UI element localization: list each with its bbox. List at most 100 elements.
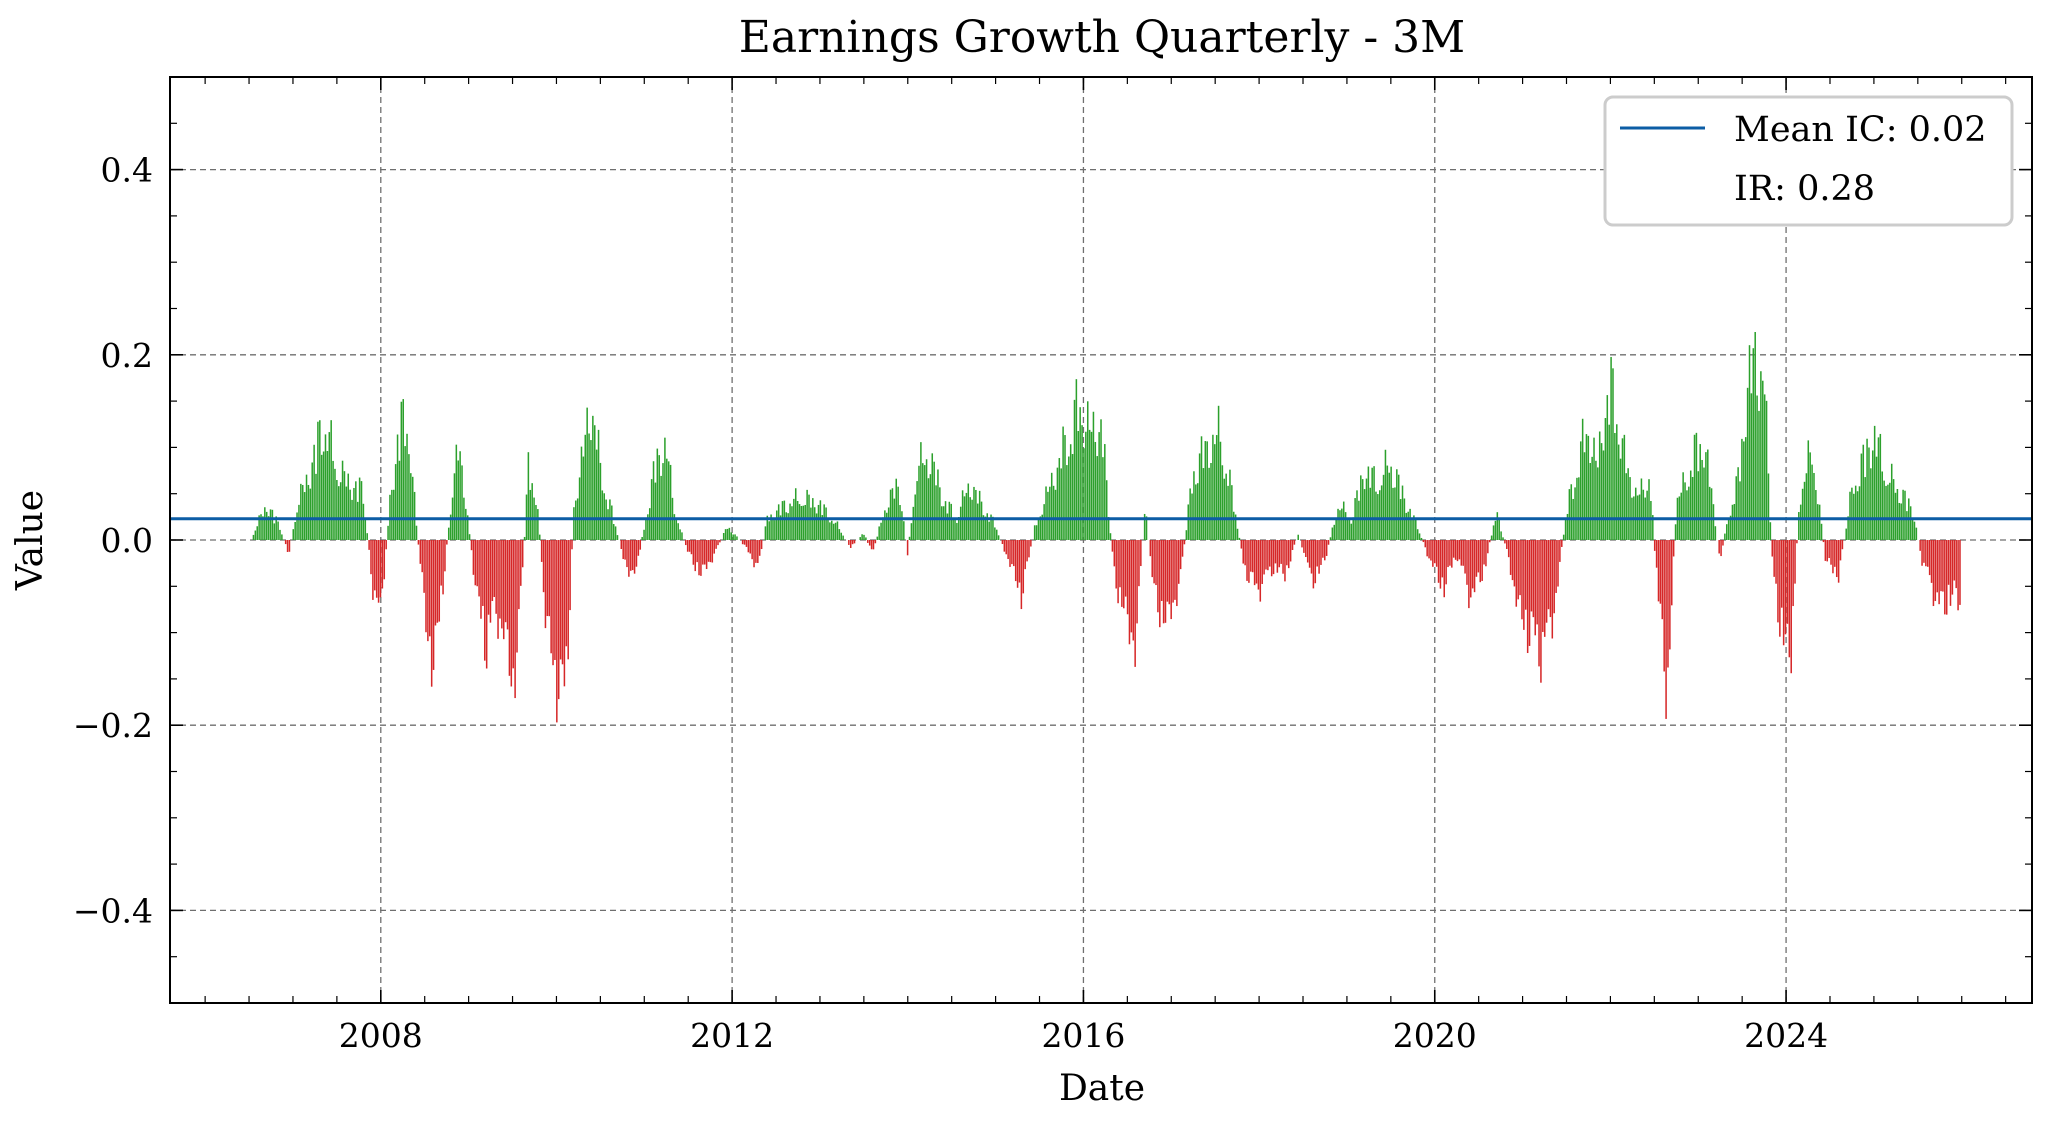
ic-bar bbox=[1547, 540, 1550, 610]
ic-bar bbox=[584, 434, 587, 540]
ic-bar bbox=[256, 526, 258, 540]
ic-bar bbox=[1926, 540, 1929, 567]
ic-bar bbox=[1200, 436, 1203, 540]
ic-bar bbox=[715, 540, 717, 549]
ic-bar bbox=[1509, 540, 1512, 575]
ic-bar bbox=[1316, 540, 1318, 567]
ic-bar bbox=[402, 399, 404, 540]
ic-bar bbox=[1236, 528, 1239, 540]
ic-bar bbox=[1593, 437, 1595, 540]
ic-bar bbox=[1672, 540, 1675, 557]
ic-bar bbox=[1612, 368, 1614, 540]
ic-bar bbox=[502, 540, 505, 640]
ic-bar bbox=[1293, 540, 1296, 545]
ic-bar bbox=[485, 540, 488, 669]
ic-bar bbox=[1026, 540, 1028, 562]
ic-bar bbox=[601, 490, 604, 540]
ic-bar bbox=[408, 454, 410, 540]
ic-bar bbox=[990, 514, 992, 540]
ic-bar bbox=[1397, 474, 1400, 540]
ic-bar bbox=[550, 540, 552, 654]
ic-bar bbox=[1178, 540, 1180, 584]
ic-bar bbox=[1695, 432, 1698, 540]
ic-bar bbox=[1350, 523, 1353, 540]
ic-bar bbox=[1481, 540, 1483, 581]
ic-bar bbox=[1758, 410, 1760, 540]
ic-bar bbox=[300, 483, 302, 540]
ic-bar bbox=[415, 525, 418, 540]
ic-bar bbox=[1470, 540, 1472, 598]
ic-bar bbox=[1250, 540, 1252, 572]
ic-bar bbox=[1906, 511, 1908, 540]
ic-bar bbox=[707, 540, 710, 562]
ic-bar bbox=[1629, 477, 1631, 540]
ic-bar bbox=[1196, 483, 1199, 540]
ic-bar bbox=[766, 515, 769, 540]
ic-bar bbox=[510, 540, 513, 687]
ic-bar bbox=[1528, 540, 1531, 646]
ic-bar bbox=[567, 540, 569, 660]
ic-bar bbox=[948, 501, 951, 540]
ic-bar bbox=[1069, 444, 1072, 540]
ic-bar bbox=[1176, 540, 1178, 607]
ic-bar bbox=[1663, 540, 1665, 672]
ic-bar bbox=[734, 534, 736, 540]
ic-bar bbox=[1325, 540, 1328, 556]
ic-bar bbox=[639, 540, 642, 550]
ic-bar bbox=[1608, 424, 1610, 540]
ic-bar bbox=[838, 529, 841, 540]
bars bbox=[252, 332, 1961, 723]
ic-bar bbox=[935, 485, 937, 540]
ic-bar bbox=[982, 515, 985, 540]
ic-bar bbox=[796, 501, 799, 540]
ic-bar bbox=[1202, 468, 1205, 540]
ic-bar bbox=[673, 514, 676, 540]
ic-bar bbox=[1255, 540, 1258, 584]
ic-bar bbox=[1767, 473, 1770, 540]
ic-bar bbox=[787, 513, 789, 540]
ic-bar bbox=[1853, 493, 1855, 540]
ic-bar bbox=[1568, 489, 1571, 540]
ic-bar bbox=[410, 473, 412, 540]
ic-bar bbox=[269, 509, 272, 540]
ic-bar bbox=[728, 527, 731, 540]
ic-bar bbox=[798, 504, 801, 540]
ic-bar bbox=[1016, 540, 1019, 588]
ic-bar bbox=[806, 489, 808, 540]
ic-bar bbox=[1210, 463, 1212, 540]
ic-bar bbox=[1837, 540, 1840, 583]
ic-bar bbox=[1868, 447, 1870, 540]
ic-bar bbox=[1143, 513, 1146, 540]
ic-bar bbox=[1889, 482, 1891, 540]
ic-bar bbox=[535, 504, 537, 540]
ic-bar bbox=[539, 534, 541, 540]
ic-bar bbox=[942, 506, 945, 540]
ic-bar bbox=[1475, 540, 1478, 577]
ic-bar bbox=[1743, 441, 1745, 540]
ic-bar bbox=[868, 540, 871, 546]
ic-bar bbox=[832, 523, 835, 540]
ic-bar bbox=[1754, 332, 1756, 540]
ic-bar bbox=[1786, 540, 1789, 624]
ic-bar bbox=[929, 474, 932, 540]
ic-bar bbox=[1674, 524, 1677, 540]
ic-bar bbox=[895, 478, 897, 540]
ic-bar bbox=[417, 540, 420, 545]
ic-bar bbox=[865, 537, 867, 540]
ic-bar bbox=[438, 540, 441, 622]
ic-bar bbox=[480, 540, 482, 619]
ic-bar bbox=[1710, 488, 1713, 540]
ic-bar bbox=[557, 540, 560, 700]
ic-bar bbox=[436, 540, 439, 623]
ic-bar bbox=[1604, 418, 1607, 540]
ic-bar bbox=[322, 451, 325, 540]
ic-bar bbox=[1028, 540, 1030, 558]
ic-bar bbox=[1045, 486, 1047, 540]
ic-bar bbox=[1238, 537, 1241, 540]
ic-bar bbox=[1297, 534, 1299, 540]
ic-bar bbox=[1866, 438, 1868, 540]
ic-bar bbox=[1225, 473, 1227, 540]
ic-bar bbox=[1373, 466, 1375, 540]
ic-bar bbox=[264, 507, 266, 540]
ic-bar bbox=[544, 540, 547, 629]
